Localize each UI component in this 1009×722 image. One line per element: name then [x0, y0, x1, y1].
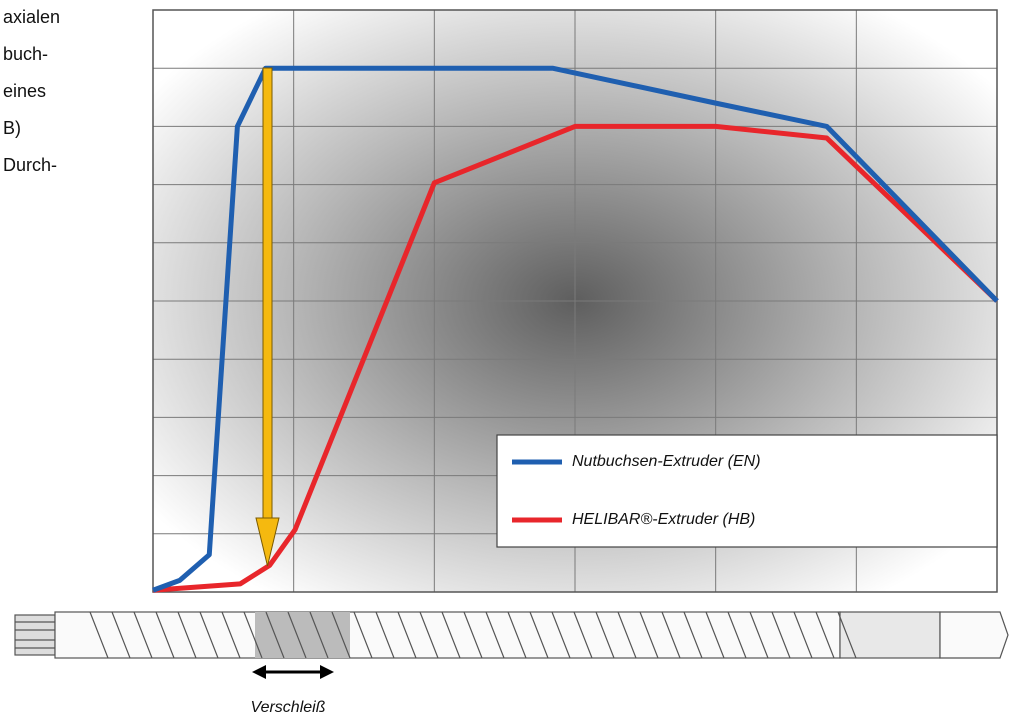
side-text-line: eines [3, 81, 46, 101]
side-text-line: axialen [3, 7, 60, 27]
side-text-line: buch- [3, 44, 48, 64]
chart: axialen buch-eines B) Durch- Nutbuchsen-Ext… [0, 0, 1009, 722]
screw [15, 612, 1008, 658]
side-text-line: Durch- [3, 155, 57, 175]
legend-label: Nutbuchsen-Extruder (EN) [572, 453, 761, 470]
legend [497, 435, 997, 547]
legend-label: HELIBAR®-Extruder (HB) [572, 511, 755, 528]
annotation: Verschleiß [251, 699, 326, 716]
side-text: axialen buch-eines B) Durch- [3, 7, 60, 175]
wear-arrow [252, 665, 334, 679]
side-text-line: B) [3, 118, 21, 138]
